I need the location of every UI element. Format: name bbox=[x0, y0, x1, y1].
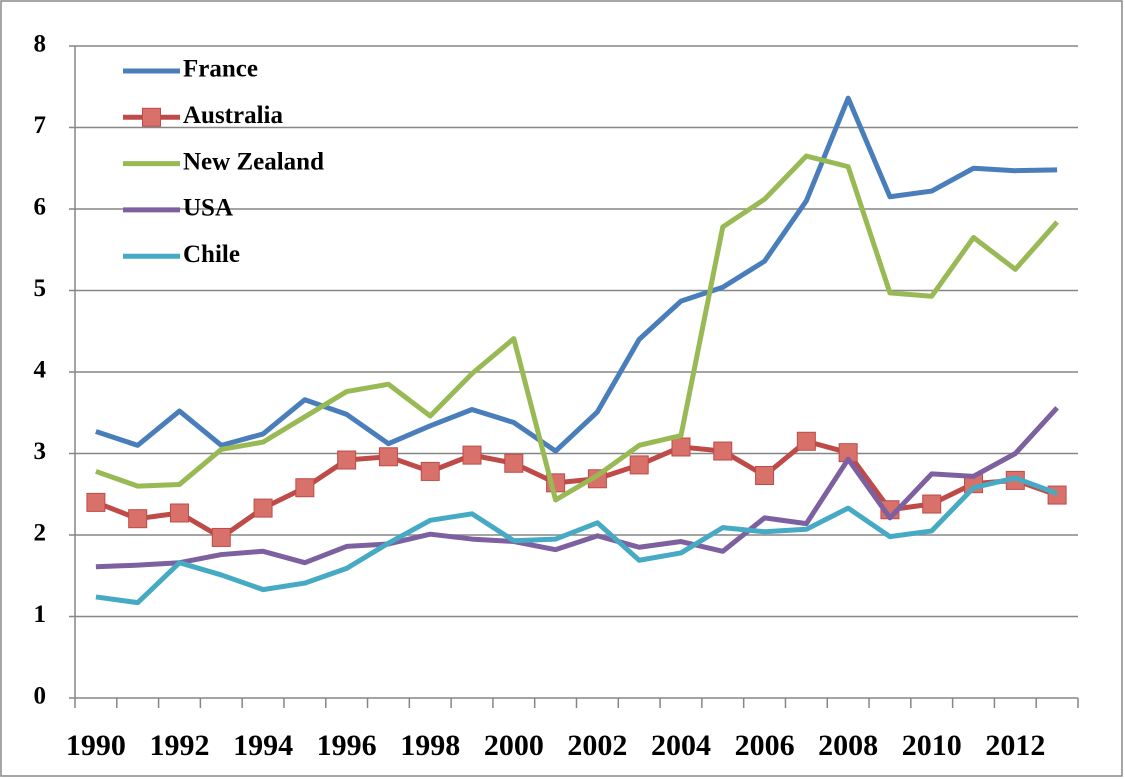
y-tick-label: 3 bbox=[34, 438, 47, 465]
series-marker bbox=[713, 441, 733, 461]
legend-label: USA bbox=[183, 195, 233, 222]
x-tick-label: 2006 bbox=[735, 729, 795, 762]
x-tick-label: 2010 bbox=[902, 729, 962, 762]
series-marker bbox=[504, 453, 524, 473]
legend-label: France bbox=[183, 56, 258, 83]
y-tick-label: 0 bbox=[34, 683, 47, 710]
series-marker bbox=[169, 503, 189, 523]
x-tick-label: 1996 bbox=[317, 729, 377, 762]
x-tick-label: 2004 bbox=[651, 729, 711, 762]
y-tick-label: 7 bbox=[34, 112, 47, 139]
legend-label: Australia bbox=[183, 102, 284, 129]
series-line bbox=[95, 153, 1059, 503]
series-marker bbox=[337, 450, 357, 470]
y-tick-label: 2 bbox=[34, 520, 47, 547]
legend-label: Chile bbox=[183, 241, 240, 268]
series-marker bbox=[420, 461, 440, 481]
x-tick-label: 1998 bbox=[400, 729, 460, 762]
series-marker bbox=[629, 455, 649, 475]
y-tick-label: 1 bbox=[34, 601, 47, 628]
x-tick-label: 1990 bbox=[66, 729, 126, 762]
series-marker bbox=[378, 447, 398, 467]
x-tick-label: 1994 bbox=[233, 729, 293, 762]
series-marker bbox=[128, 509, 148, 529]
legend-label: New Zealand bbox=[183, 148, 324, 175]
series-line bbox=[95, 406, 1059, 570]
series-marker bbox=[922, 494, 942, 514]
y-tick-label: 6 bbox=[34, 194, 47, 221]
x-tick-label: 2000 bbox=[484, 729, 544, 762]
series-marker bbox=[462, 445, 482, 465]
series-line bbox=[95, 95, 1058, 454]
series-line bbox=[95, 475, 1058, 606]
x-tick-label: 1992 bbox=[149, 729, 209, 762]
legend-marker bbox=[142, 107, 161, 127]
series-marker bbox=[796, 431, 816, 451]
series-marker bbox=[86, 492, 106, 512]
x-tick-label: 2002 bbox=[567, 729, 627, 762]
series-marker bbox=[671, 437, 691, 457]
series-marker bbox=[253, 498, 273, 518]
x-tick-label: 2012 bbox=[985, 729, 1045, 762]
series-marker bbox=[211, 527, 231, 547]
series-marker bbox=[755, 466, 775, 486]
series-marker bbox=[295, 478, 315, 498]
y-tick-label: 5 bbox=[34, 275, 47, 302]
x-tick-label: 2008 bbox=[818, 729, 878, 762]
y-tick-label: 4 bbox=[34, 357, 47, 384]
y-tick-label: 8 bbox=[34, 31, 47, 58]
